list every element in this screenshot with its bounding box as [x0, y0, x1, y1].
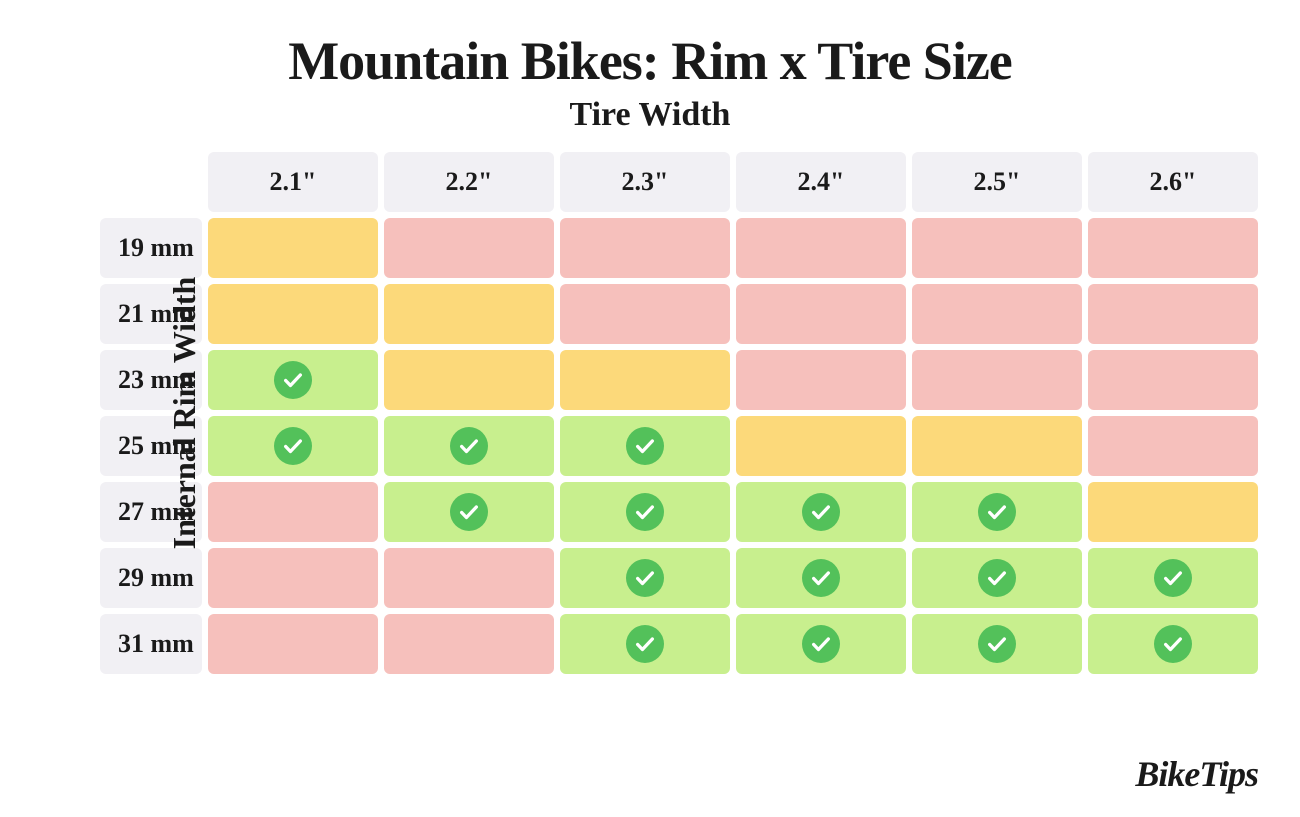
chart-page: Mountain Bikes: Rim x Tire Size Tire Wid… [0, 0, 1300, 817]
table-row: 29 mm [100, 548, 1258, 608]
check-icon [274, 361, 312, 399]
row-header: 29 mm [100, 548, 202, 608]
check-icon [626, 559, 664, 597]
compatibility-cell [560, 614, 730, 674]
table-row: 23 mm [100, 350, 1258, 410]
compatibility-cell [384, 548, 554, 608]
column-header: 2.2" [384, 152, 554, 212]
column-header: 2.5" [912, 152, 1082, 212]
compatibility-cell [736, 614, 906, 674]
compatibility-cell [208, 218, 378, 278]
y-axis-label: Internal Rim Width [166, 277, 203, 550]
compatibility-cell [1088, 614, 1258, 674]
compatibility-cell [912, 218, 1082, 278]
compatibility-cell [208, 548, 378, 608]
check-icon [626, 493, 664, 531]
check-icon [1154, 559, 1192, 597]
compatibility-cell [384, 482, 554, 542]
compatibility-cell [912, 416, 1082, 476]
compatibility-cell [1088, 548, 1258, 608]
check-icon [274, 427, 312, 465]
compatibility-cell [384, 416, 554, 476]
check-icon [802, 493, 840, 531]
column-header: 2.3" [560, 152, 730, 212]
compatibility-cell [560, 548, 730, 608]
x-axis-label: Tire Width [30, 96, 1270, 134]
table-row: 27 mm [100, 482, 1258, 542]
compatibility-cell [1088, 284, 1258, 344]
check-icon [1154, 625, 1192, 663]
table-row: 19 mm [100, 218, 1258, 278]
compatibility-cell [208, 350, 378, 410]
row-header: 19 mm [100, 218, 202, 278]
table-row: 21 mm [100, 284, 1258, 344]
compatibility-cell [912, 614, 1082, 674]
compatibility-cell [208, 284, 378, 344]
compatibility-cell [736, 284, 906, 344]
table-row: 31 mm [100, 614, 1258, 674]
chart-wrapper: Internal Rim Width 2.1" 2.2" 2.3" 2.4" 2… [94, 146, 1270, 680]
check-icon [626, 427, 664, 465]
compatibility-cell [384, 350, 554, 410]
row-header: 31 mm [100, 614, 202, 674]
table-header-row: 2.1" 2.2" 2.3" 2.4" 2.5" 2.6" [100, 152, 1258, 212]
column-header: 2.4" [736, 152, 906, 212]
table-row: 25 mm [100, 416, 1258, 476]
compatibility-cell [912, 284, 1082, 344]
compatibility-cell [736, 548, 906, 608]
compatibility-cell [208, 614, 378, 674]
compatibility-cell [1088, 416, 1258, 476]
compatibility-cell [560, 416, 730, 476]
compatibility-cell [1088, 218, 1258, 278]
compatibility-cell [560, 482, 730, 542]
table-body: 19 mm21 mm23 mm25 mm27 mm29 mm31 mm [100, 218, 1258, 674]
compatibility-cell [384, 284, 554, 344]
compatibility-cell [912, 482, 1082, 542]
column-header: 2.6" [1088, 152, 1258, 212]
compatibility-table: 2.1" 2.2" 2.3" 2.4" 2.5" 2.6" 19 mm21 mm… [94, 146, 1264, 680]
compatibility-cell [384, 614, 554, 674]
compatibility-cell [1088, 350, 1258, 410]
compatibility-cell [912, 548, 1082, 608]
brand-logo: BikeTips [1135, 753, 1258, 795]
compatibility-cell [384, 218, 554, 278]
compatibility-cell [736, 350, 906, 410]
compatibility-cell [736, 416, 906, 476]
compatibility-cell [560, 350, 730, 410]
compatibility-cell [912, 350, 1082, 410]
check-icon [450, 493, 488, 531]
table-corner-cell [100, 152, 202, 212]
check-icon [802, 559, 840, 597]
check-icon [978, 625, 1016, 663]
check-icon [978, 493, 1016, 531]
compatibility-cell [560, 218, 730, 278]
column-header: 2.1" [208, 152, 378, 212]
compatibility-cell [560, 284, 730, 344]
compatibility-cell [736, 482, 906, 542]
check-icon [802, 625, 840, 663]
check-icon [978, 559, 1016, 597]
compatibility-cell [1088, 482, 1258, 542]
check-icon [450, 427, 488, 465]
compatibility-cell [208, 416, 378, 476]
check-icon [626, 625, 664, 663]
compatibility-cell [736, 218, 906, 278]
page-title: Mountain Bikes: Rim x Tire Size [30, 30, 1270, 92]
compatibility-cell [208, 482, 378, 542]
